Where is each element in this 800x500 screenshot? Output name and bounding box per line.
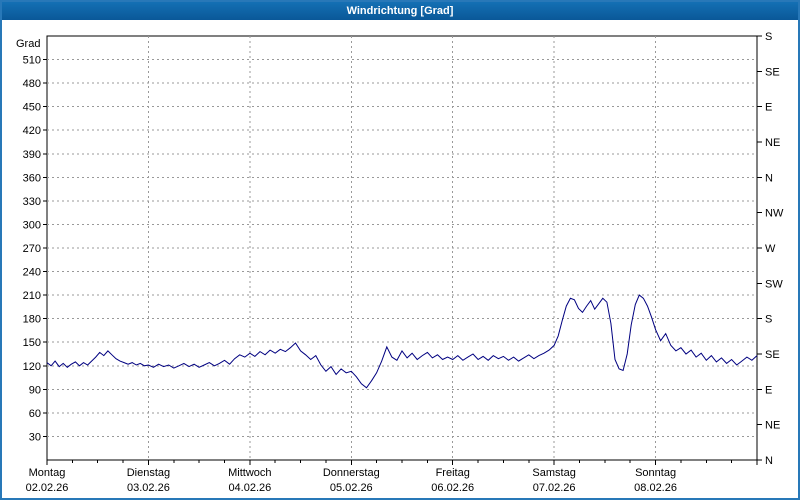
date-label: 05.02.26 bbox=[330, 482, 373, 494]
y-tick-label: 150 bbox=[23, 337, 41, 349]
y-tick-label: 60 bbox=[29, 408, 41, 420]
y-tick-label: 270 bbox=[23, 243, 41, 255]
date-label: 03.02.26 bbox=[127, 482, 170, 494]
day-label: Donnerstag bbox=[323, 467, 380, 479]
day-label: Dienstag bbox=[127, 467, 170, 479]
y-tick-label: 360 bbox=[23, 172, 41, 184]
day-label: Sonntag bbox=[635, 467, 676, 479]
y-tick-label: 180 bbox=[23, 314, 41, 326]
right-axis-label: W bbox=[765, 243, 776, 255]
y-tick-label: 510 bbox=[23, 55, 41, 67]
day-label: Mittwoch bbox=[228, 467, 271, 479]
right-axis-label: NE bbox=[765, 420, 780, 432]
date-label: 06.02.26 bbox=[431, 482, 474, 494]
y-tick-label: 420 bbox=[23, 125, 41, 137]
window-titlebar[interactable]: Windrichtung [Grad] bbox=[2, 2, 798, 20]
day-label: Freitag bbox=[436, 467, 470, 479]
chart-area: 30 60 90 120 150 180 210 240 270 300 330 360 390 420 4… bbox=[2, 20, 798, 498]
wind-direction-line bbox=[46, 294, 758, 389]
right-axis-label: NE bbox=[765, 137, 780, 149]
y-tick-label: 480 bbox=[23, 78, 41, 90]
right-axis-label: N bbox=[765, 172, 773, 184]
right-axis-label: NW bbox=[765, 208, 784, 220]
window-title: Windrichtung [Grad] bbox=[346, 5, 454, 17]
right-axis-label: SE bbox=[765, 66, 780, 78]
y-tick-label: 390 bbox=[23, 149, 41, 161]
day-label: Montag bbox=[29, 467, 66, 479]
right-axis-label: S bbox=[765, 31, 772, 43]
right-axis-label: SE bbox=[765, 349, 780, 361]
date-label: 08.02.26 bbox=[634, 482, 677, 494]
y-tick-label: 30 bbox=[29, 431, 41, 443]
y-tick-label: 240 bbox=[23, 267, 41, 279]
chart-svg: 30 60 90 120 150 180 210 240 270 300 330 360 390 420 4… bbox=[16, 31, 784, 494]
right-axis-label: E bbox=[765, 102, 772, 114]
date-label: 04.02.26 bbox=[228, 482, 271, 494]
y-tick-label: 90 bbox=[29, 384, 41, 396]
right-axis-label: S bbox=[765, 314, 772, 326]
y-tick-label: 330 bbox=[23, 196, 41, 208]
y-tick-label: 450 bbox=[23, 102, 41, 114]
right-axis-label: N bbox=[765, 455, 773, 467]
y-axis-title: Grad bbox=[16, 38, 40, 50]
right-axis-label: SW bbox=[765, 278, 783, 290]
right-axis-label: E bbox=[765, 384, 772, 396]
date-label: 07.02.26 bbox=[533, 482, 576, 494]
day-label: Samstag bbox=[532, 467, 575, 479]
y-tick-label: 210 bbox=[23, 290, 41, 302]
date-label: 02.02.26 bbox=[26, 482, 69, 494]
y-tick-label: 120 bbox=[23, 361, 41, 373]
y-tick-label: 300 bbox=[23, 219, 41, 231]
